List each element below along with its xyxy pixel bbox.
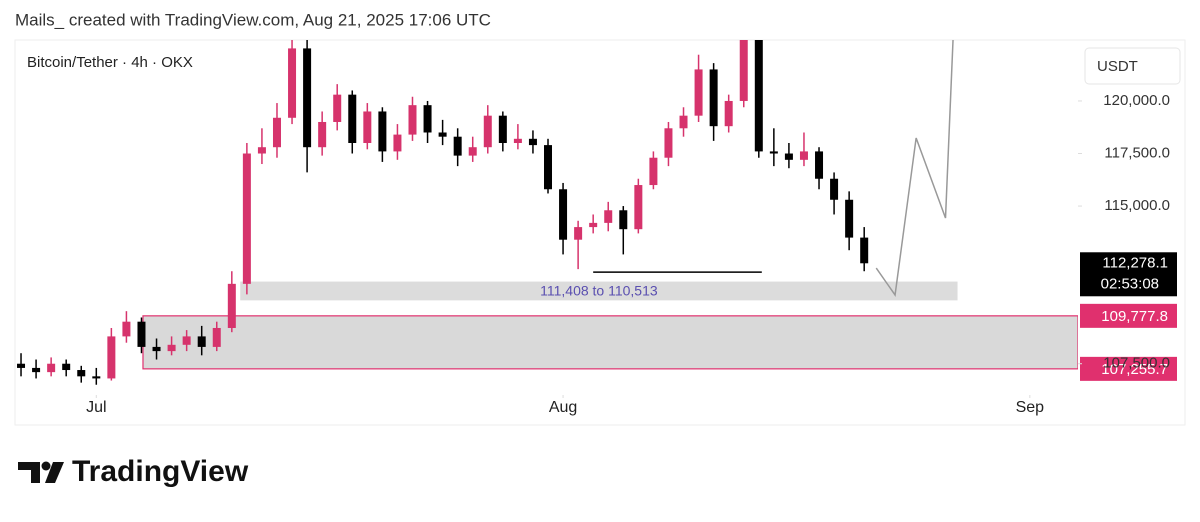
zone-price-label: 109,777.8	[1101, 308, 1168, 325]
last-price-box	[1080, 252, 1177, 297]
candle-body	[257, 147, 266, 154]
candle-body	[784, 153, 793, 160]
plot-area	[17, 40, 1078, 385]
y-tick-label: 107,500.0	[1103, 355, 1170, 372]
candle-body	[212, 327, 221, 347]
y-tick-label: 120,000.0	[1103, 92, 1170, 109]
candle-body	[709, 69, 718, 127]
overlay: 111,408 to 110,513 112,278.1 02:53:08 109,7…	[540, 252, 1177, 381]
candle-body	[769, 151, 778, 154]
candle-body	[664, 128, 673, 158]
zone	[142, 315, 1078, 370]
candle-body	[799, 151, 808, 160]
candle-body	[318, 121, 327, 148]
candle-body	[754, 40, 763, 152]
band-label: 111,408 to 110,513	[540, 283, 658, 299]
candle-body	[333, 94, 342, 122]
candle-body	[363, 111, 372, 144]
zone-price-box	[1080, 356, 1177, 381]
candle-body	[498, 115, 507, 144]
candle-body	[649, 157, 658, 186]
candle-body	[574, 227, 583, 240]
header: Mails_ created with TradingView.com, Aug…	[15, 10, 491, 29]
candle-body	[92, 376, 101, 379]
candle-body	[32, 367, 41, 373]
candle-body	[378, 111, 387, 152]
currency-box[interactable]	[1084, 47, 1181, 85]
candle-body	[694, 69, 703, 116]
candle-body	[167, 344, 176, 352]
candle-body	[348, 94, 357, 144]
candle-body	[227, 283, 236, 328]
candle-body	[288, 48, 297, 118]
candle-body	[62, 363, 71, 371]
candle-body	[679, 115, 688, 129]
candle-body	[182, 336, 191, 345]
candle-body	[453, 136, 462, 156]
candle-body	[468, 147, 477, 156]
candle-body	[634, 185, 643, 230]
symbol: Bitcoin/Tether · 4h · OKX	[27, 54, 193, 71]
candle-body	[845, 199, 854, 238]
candle-body	[152, 346, 161, 352]
zone-price-label: 107,255.7	[1101, 361, 1168, 378]
candle-body	[528, 138, 537, 146]
projection-line	[875, 40, 954, 297]
candle-body	[483, 115, 492, 148]
candle-body	[408, 105, 417, 135]
band	[240, 281, 958, 301]
y-tick-label: 115,000.0	[1104, 197, 1170, 214]
candle-body	[122, 321, 131, 337]
currency: USDT	[1097, 58, 1138, 75]
candle-body	[724, 100, 733, 127]
x-tick-label: Jul	[86, 399, 106, 416]
candle-body	[589, 222, 598, 228]
candle-body	[830, 178, 839, 200]
last-price: 112,278.1	[1102, 254, 1168, 271]
logo-text: TradingView	[72, 455, 249, 488]
candle-body	[107, 336, 116, 379]
candle-body	[559, 189, 568, 240]
x-tick-label: Sep	[1016, 399, 1045, 416]
candle-body	[815, 151, 824, 179]
candle-body	[272, 117, 281, 148]
candle-body	[137, 321, 146, 347]
countdown: 02:53:08	[1101, 275, 1159, 292]
candle-body	[544, 145, 553, 190]
y-tick-label: 117,500.0	[1104, 144, 1170, 161]
candle-body	[47, 363, 56, 373]
candle-body	[438, 132, 447, 137]
candle-body	[393, 134, 402, 152]
candle-body	[197, 336, 206, 347]
candle-body	[77, 370, 86, 377]
candle-body	[604, 210, 613, 223]
zone-price-box	[1080, 303, 1177, 328]
candle-body	[423, 105, 432, 133]
candle-body	[513, 138, 522, 144]
x-tick-label: Aug	[549, 399, 577, 416]
candle-body	[303, 48, 312, 148]
logo: TradingView	[18, 455, 249, 488]
candle-body	[242, 153, 251, 284]
candle-body	[860, 237, 869, 264]
candle-body	[17, 363, 26, 368]
candle-body	[619, 210, 628, 230]
candle-body	[739, 40, 748, 101]
